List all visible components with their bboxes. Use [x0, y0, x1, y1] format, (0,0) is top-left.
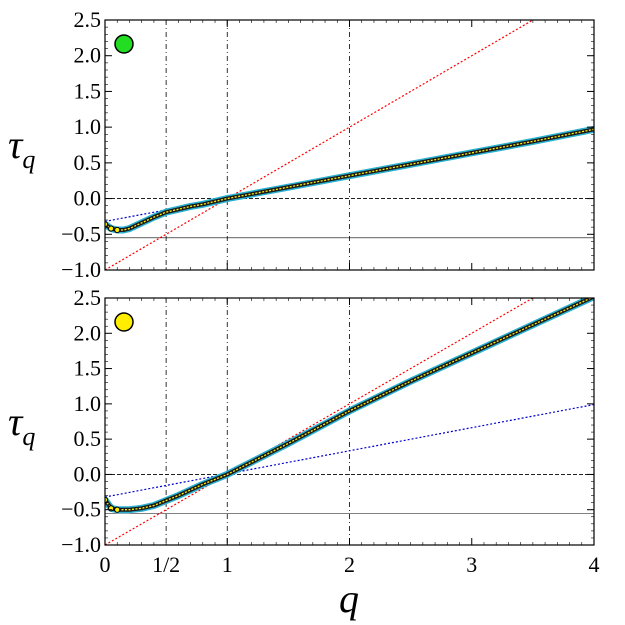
- panel-marker-green: [114, 34, 134, 54]
- x-tick-label: 0: [100, 552, 111, 577]
- x-tick-label: 4: [589, 552, 600, 577]
- y-tick-label: 0.5: [74, 150, 102, 175]
- data-point: [114, 506, 121, 513]
- y-tick-label: −0.5: [61, 221, 101, 246]
- panel-bottom: 2.5 2.0 1.5 1.0 0.5 0.0 −0.5 −1.00 1/2 1 2 3 4 τq q: [8, 285, 600, 621]
- y-tick-label: 1.0: [74, 391, 102, 416]
- y-tick-label: 2.5: [74, 285, 102, 310]
- data-point: [114, 226, 121, 234]
- y-tick-label: 1.5: [74, 78, 102, 103]
- y-tick-label: 0.0: [74, 186, 102, 211]
- y-tick-label: 2.0: [74, 320, 102, 345]
- x-tick-label: 1: [222, 552, 233, 577]
- y-axis-label-bottom: τq: [8, 399, 35, 451]
- data-series-highlight: [105, 128, 594, 231]
- y-tick-label: −1.0: [61, 532, 101, 557]
- y-tick-label: 1.0: [74, 114, 102, 139]
- y-tick-label: 0.5: [74, 426, 102, 451]
- y-tick-label: −0.5: [61, 497, 101, 522]
- x-tick-label: 3: [466, 552, 477, 577]
- y-tick-label: 2.5: [74, 7, 102, 32]
- panel-marker-yellow: [114, 312, 134, 332]
- panel-top: 2.5 2.0 1.5 1.0 0.5 0.0 −0.5 −1.0 τq: [8, 7, 595, 282]
- data-series-highlight: [105, 298, 593, 511]
- x-tick-label: 2: [344, 552, 355, 577]
- y-tick-label: 2.0: [74, 43, 102, 68]
- y-tick-label: 1.5: [74, 356, 102, 381]
- reference-line-blue: [105, 403, 594, 498]
- data-point: [108, 225, 115, 232]
- y-axis-label-top: τq: [8, 122, 35, 174]
- x-axis-label: q: [339, 576, 359, 621]
- y-tick-label: 0.0: [74, 461, 102, 486]
- y-tick-label: −1.0: [61, 257, 101, 282]
- x-tick-label: 1/2: [152, 552, 180, 577]
- data-series-main: [105, 298, 594, 512]
